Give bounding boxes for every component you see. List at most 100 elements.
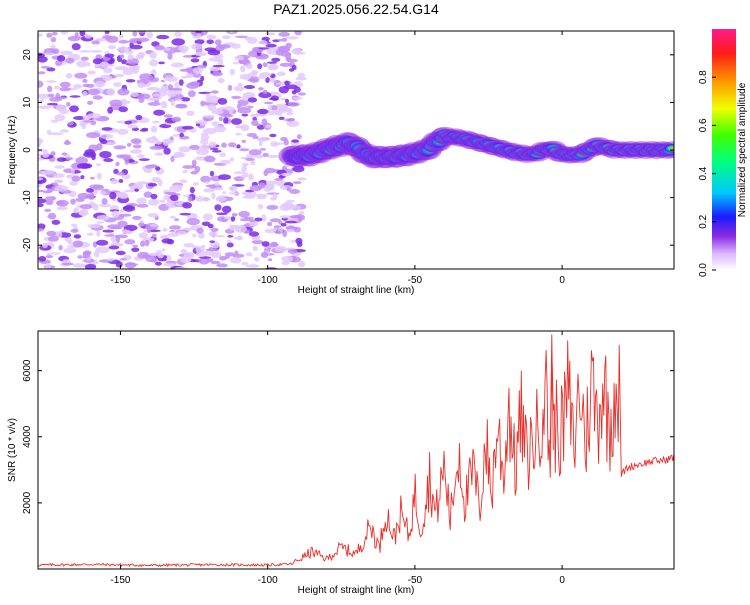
noise-speckle bbox=[265, 180, 278, 186]
noise-speckle bbox=[187, 195, 193, 202]
noise-speckle bbox=[297, 177, 307, 181]
noise-speckle bbox=[242, 195, 256, 199]
noise-speckle bbox=[101, 127, 113, 131]
noise-speckle bbox=[152, 93, 162, 97]
noise-speckle bbox=[84, 263, 97, 269]
noise-speckle bbox=[214, 39, 222, 46]
noise-speckle bbox=[74, 72, 88, 79]
noise-speckle bbox=[295, 76, 307, 81]
snr-peak bbox=[549, 334, 554, 451]
noise-speckle bbox=[248, 231, 260, 237]
spectrogram-ytick-label: 20 bbox=[22, 49, 33, 61]
noise-speckle bbox=[230, 216, 236, 222]
noise-speckle bbox=[147, 182, 158, 187]
noise-speckle bbox=[71, 175, 81, 182]
colorbar-tick-label: 0.0 bbox=[698, 263, 709, 277]
colorbar: 0.0 0.2 0.4 0.6 0.8 Normalized spectral ampl… bbox=[698, 29, 748, 277]
noise-speckle bbox=[157, 179, 163, 187]
noise-speckle bbox=[211, 192, 216, 200]
noise-speckle bbox=[41, 170, 55, 175]
noise-speckle bbox=[252, 245, 258, 252]
noise-speckle bbox=[191, 43, 203, 50]
snr-ytick-label: 4000 bbox=[22, 425, 33, 448]
noise-speckle bbox=[218, 174, 231, 181]
noise-speckle bbox=[233, 171, 246, 175]
noise-speckle bbox=[292, 165, 305, 173]
noise-speckle bbox=[258, 204, 264, 210]
noise-speckle bbox=[216, 263, 228, 268]
noise-speckle bbox=[287, 102, 300, 107]
noise-speckle bbox=[143, 168, 153, 174]
noise-speckle bbox=[287, 108, 293, 114]
noise-speckle bbox=[210, 227, 219, 232]
noise-speckle bbox=[147, 101, 161, 106]
noise-speckle bbox=[221, 35, 231, 39]
noise-speckle bbox=[247, 78, 258, 82]
noise-speckle bbox=[179, 68, 192, 72]
noise-speckle bbox=[65, 139, 70, 145]
noise-speckle bbox=[99, 191, 107, 195]
noise-speckle bbox=[96, 230, 101, 237]
noise-speckle bbox=[136, 93, 151, 100]
noise-speckle bbox=[249, 219, 256, 223]
noise-speckle bbox=[104, 234, 115, 237]
noise-speckle bbox=[241, 261, 249, 266]
noise-speckle bbox=[254, 217, 263, 222]
noise-speckle bbox=[260, 251, 269, 258]
noise-speckle bbox=[255, 154, 264, 159]
noise-speckle bbox=[174, 31, 182, 37]
noise-speckle bbox=[179, 179, 188, 184]
noise-speckle bbox=[208, 141, 217, 147]
noise-speckle bbox=[38, 105, 52, 109]
noise-speckle bbox=[124, 263, 139, 266]
noise-speckle bbox=[181, 76, 189, 79]
noise-speckle bbox=[248, 149, 262, 156]
spectrogram-ytick-label: -10 bbox=[22, 190, 33, 205]
noise-speckle bbox=[80, 175, 85, 180]
noise-speckle bbox=[163, 194, 169, 201]
noise-speckle bbox=[136, 181, 148, 185]
noise-speckle bbox=[69, 180, 78, 186]
noise-speckle bbox=[183, 243, 195, 248]
noise-speckle bbox=[116, 46, 130, 53]
noise-speckle bbox=[212, 64, 225, 68]
noise-speckle bbox=[274, 230, 282, 234]
noise-speckle bbox=[73, 234, 82, 239]
noise-speckle bbox=[55, 60, 63, 67]
noise-speckle bbox=[160, 79, 165, 83]
noise-speckle bbox=[239, 148, 250, 152]
noise-speckle bbox=[50, 37, 57, 43]
noise-speckle bbox=[210, 95, 217, 99]
noise-speckle bbox=[121, 173, 131, 180]
noise-speckle bbox=[70, 198, 76, 205]
noise-speckle bbox=[52, 31, 58, 36]
noise-speckle bbox=[47, 85, 53, 93]
noise-speckle bbox=[75, 157, 88, 165]
noise-speckle bbox=[231, 43, 241, 49]
noise-speckle bbox=[228, 192, 240, 195]
spectrogram-ytick-label: 10 bbox=[22, 96, 33, 108]
spectrogram-xlabel: Height of straight line (km) bbox=[298, 285, 415, 296]
noise-speckle bbox=[75, 197, 85, 202]
noise-speckle bbox=[190, 81, 200, 87]
noise-speckle bbox=[189, 186, 195, 194]
noise-speckle bbox=[237, 82, 243, 87]
noise-speckle bbox=[38, 71, 46, 75]
noise-speckle bbox=[241, 139, 246, 143]
noise-speckle bbox=[136, 154, 145, 158]
noise-speckle bbox=[140, 240, 146, 247]
noise-speckle bbox=[244, 85, 255, 89]
noise-speckle bbox=[73, 116, 86, 120]
noise-speckle bbox=[170, 194, 179, 201]
noise-speckle bbox=[150, 125, 158, 133]
noise-speckle bbox=[188, 90, 196, 98]
noise-speckle bbox=[61, 152, 68, 156]
noise-speckle bbox=[241, 113, 249, 117]
noise-speckle bbox=[102, 229, 115, 233]
noise-speckle bbox=[261, 214, 267, 222]
noise-speckle bbox=[240, 65, 246, 73]
noise-speckle bbox=[54, 165, 65, 169]
noise-speckle bbox=[115, 261, 123, 268]
noise-speckle bbox=[266, 192, 280, 195]
noise-speckle bbox=[279, 62, 292, 67]
